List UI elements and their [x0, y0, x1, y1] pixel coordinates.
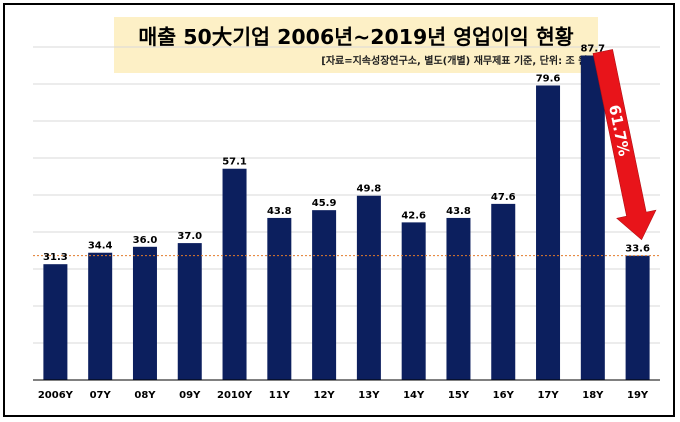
- bar: [625, 255, 650, 380]
- x-tick-label: 18Y: [582, 390, 604, 401]
- x-tick-label: 19Y: [627, 390, 649, 401]
- value-label: 42.6: [401, 210, 426, 221]
- value-label: 87.7: [580, 44, 605, 55]
- x-tick-label: 12Y: [314, 390, 336, 401]
- bar: [177, 243, 202, 380]
- bar: [446, 217, 471, 380]
- value-label: 43.8: [267, 206, 292, 217]
- value-label: 47.6: [491, 192, 516, 203]
- value-label: 36.0: [133, 235, 158, 246]
- x-tick-labels: 2006Y 07Y 08Y 09Y 2010Y 11Y 12Y 13Y 14Y 15Y 16Y 17Y…: [38, 390, 649, 401]
- x-tick-label: 17Y: [537, 390, 559, 401]
- bar: [43, 264, 68, 380]
- gridlines: [33, 46, 660, 344]
- x-tick-label: 11Y: [269, 390, 291, 401]
- bar: [132, 246, 157, 380]
- x-tick-label: 2006Y: [38, 390, 74, 401]
- bar: [222, 168, 247, 380]
- value-label: 79.6: [536, 73, 561, 84]
- bar: [401, 222, 426, 380]
- bar: [312, 210, 337, 380]
- x-tick-label: 09Y: [179, 390, 201, 401]
- title-box: 매출 50大기업 2006년~2019년 영업이익 현황 [자료=지속성장연구소…: [114, 17, 598, 73]
- value-label: 33.6: [625, 244, 650, 255]
- chart-title: 매출 50大기업 2006년~2019년 영업이익 현황: [138, 25, 574, 49]
- value-label: 37.0: [177, 231, 202, 242]
- value-labels: 31.3 34.4 36.0 37.0 57.1 43.8 45.9 49.8 42.6 43.8…: [43, 44, 650, 264]
- bars: [43, 55, 650, 380]
- value-label: 43.8: [446, 206, 471, 217]
- bar: [88, 252, 113, 380]
- x-tick-label: 07Y: [90, 390, 112, 401]
- x-tick-label: 08Y: [134, 390, 156, 401]
- value-label: 49.8: [357, 184, 382, 195]
- value-label: 34.4: [88, 241, 113, 252]
- bar: [580, 55, 605, 380]
- bar: [356, 195, 381, 380]
- x-tick-label: 2010Y: [217, 390, 253, 401]
- x-tick-label: 13Y: [358, 390, 380, 401]
- value-label: 57.1: [222, 157, 247, 168]
- x-tick-label: 16Y: [493, 390, 515, 401]
- bar: [536, 85, 561, 380]
- bar: [267, 217, 292, 380]
- x-tick-label: 15Y: [448, 390, 470, 401]
- value-label: 45.9: [312, 198, 337, 209]
- x-tick-label: 14Y: [403, 390, 425, 401]
- decline-arrow-icon: [592, 49, 657, 241]
- bar: [491, 203, 516, 380]
- value-label: 31.3: [43, 252, 68, 263]
- chart-source-note: [자료=지속성장연구소, 별도(개별) 재무제표 기준, 단위: 조 원]: [321, 56, 592, 67]
